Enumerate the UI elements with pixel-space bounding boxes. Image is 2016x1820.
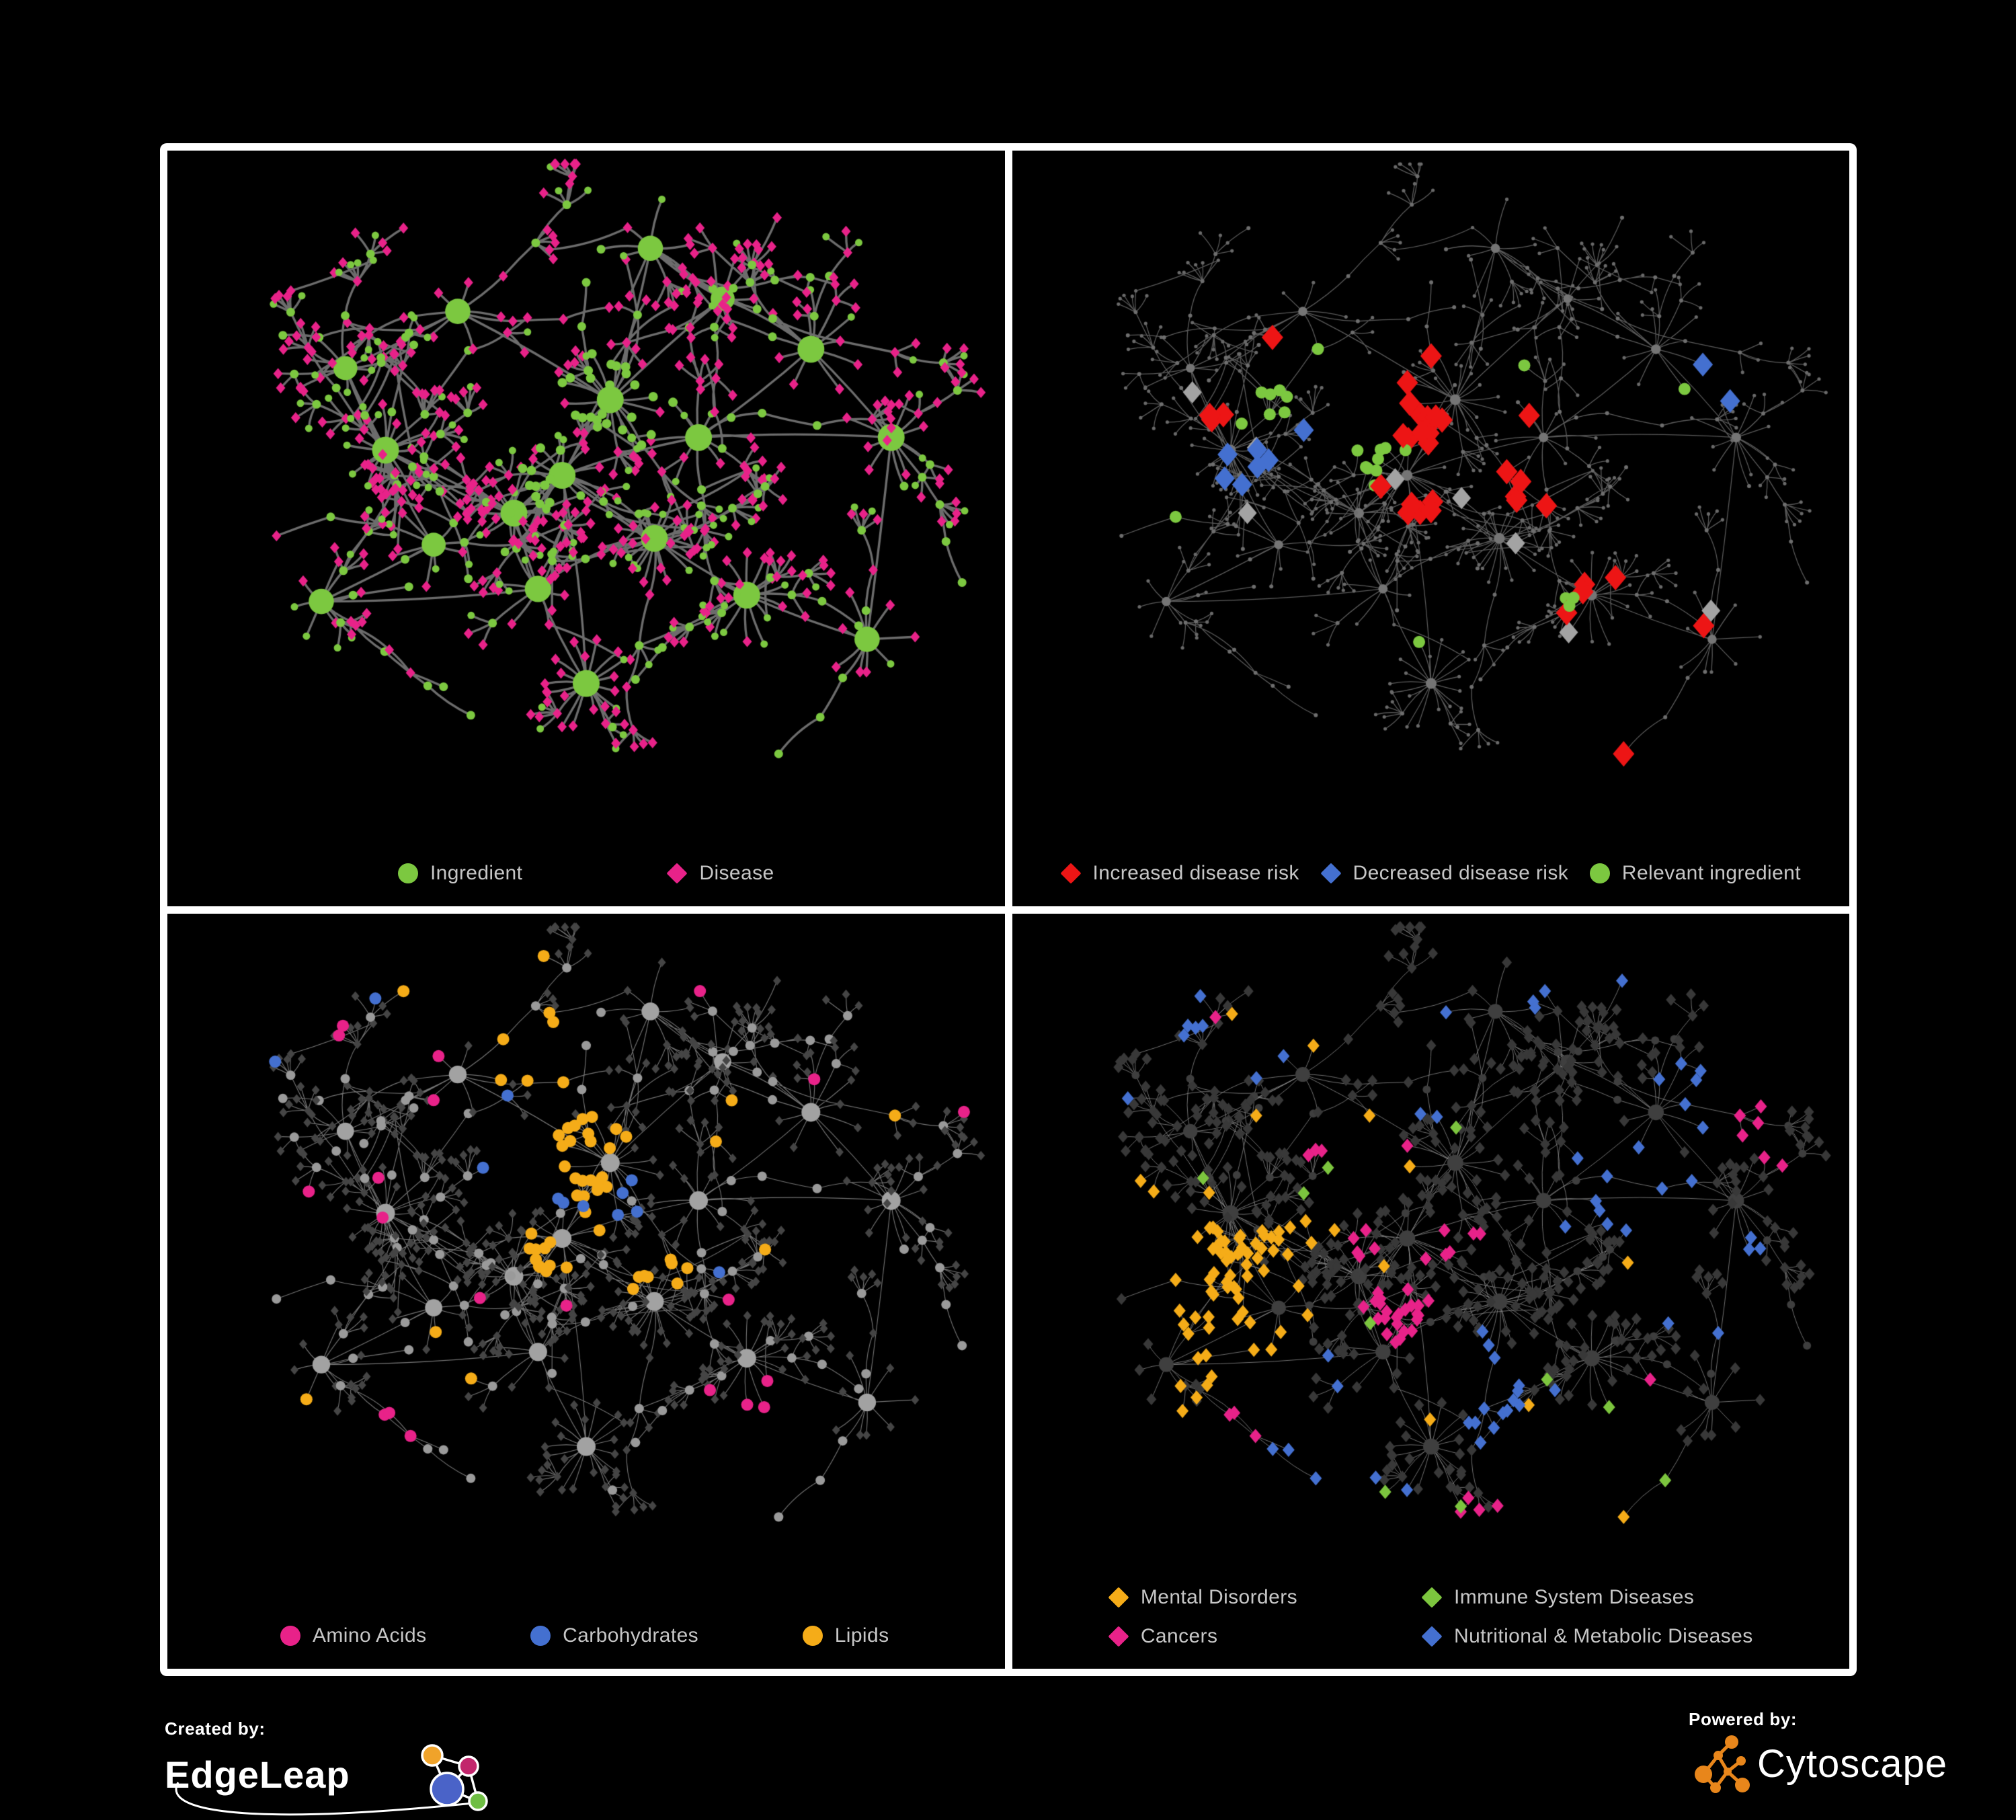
- legend-item-cancers: Cancers: [1108, 1625, 1218, 1647]
- panel-disease-categories: Mental Disorders Immune System Diseases …: [1012, 913, 1850, 1669]
- panel-nutrient-classes: Amino Acids Carbohydrates Lipids: [167, 913, 1005, 1669]
- increased-risk-marker-icon: [1059, 862, 1082, 884]
- legend-item-lipids: Lipids: [802, 1624, 889, 1647]
- edgeleap-network-icon: [175, 1744, 488, 1816]
- legend-label-immune-system-diseases: Immune System Diseases: [1454, 1586, 1695, 1608]
- legend-item-carbohydrates: Carbohydrates: [530, 1624, 699, 1647]
- powered-by-block: Powered by:: [1689, 1709, 1947, 1794]
- cancers-marker-icon: [1108, 1626, 1129, 1647]
- legend-label-decreased-risk: Decreased disease risk: [1353, 861, 1569, 884]
- panel-ingredient-disease: Ingredient Disease: [167, 151, 1005, 906]
- legend-item-amino-acids: Amino Acids: [280, 1624, 427, 1647]
- legend-ingredient-disease: Ingredient Disease: [167, 861, 1005, 884]
- legend-label-lipids: Lipids: [834, 1624, 889, 1647]
- legend-item-decreased-risk: Decreased disease risk: [1320, 861, 1569, 884]
- edgeleap-logo: EdgeLeap: [165, 1741, 514, 1820]
- legend-label-relevant-ingredient: Relevant ingredient: [1621, 861, 1801, 884]
- legend-disease-categories: Mental Disorders Immune System Diseases …: [1012, 1586, 1850, 1647]
- legend-label-amino-acids: Amino Acids: [313, 1624, 427, 1647]
- created-by-block: Created by: EdgeLeap: [165, 1718, 514, 1820]
- carbohydrates-marker-icon: [530, 1626, 551, 1646]
- immune-system-diseases-marker-icon: [1421, 1587, 1443, 1608]
- legend-disease-risk: Increased disease risk Decreased disease…: [1012, 861, 1850, 884]
- amino-acids-marker-icon: [280, 1626, 300, 1646]
- cytoscape-icon: [1695, 1735, 1750, 1793]
- network-canvas-disease-risk: [1012, 151, 1849, 906]
- decreased-risk-marker-icon: [1320, 862, 1342, 884]
- cytoscape-brand-text: Cytoscape: [1757, 1741, 1948, 1786]
- mental-disorders-marker-icon: [1108, 1587, 1129, 1608]
- legend-item-increased-risk: Increased disease risk: [1059, 861, 1299, 884]
- legend-label-increased-risk: Increased disease risk: [1092, 861, 1299, 884]
- powered-by-label: Powered by:: [1689, 1709, 1798, 1729]
- ingredient-marker-icon: [397, 863, 418, 883]
- legend-label-cancers: Cancers: [1140, 1625, 1218, 1647]
- legend-item-nutritional-metabolic-diseases: Nutritional & Metabolic Diseases: [1421, 1625, 1753, 1647]
- legend-item-relevant-ingredient: Relevant ingredient: [1589, 861, 1801, 884]
- panel-grid-frame: Ingredient Disease Increased disease ris…: [160, 143, 1857, 1676]
- network-canvas-ingredient-disease: [167, 151, 1005, 906]
- lipids-marker-icon: [802, 1626, 823, 1646]
- legend-item-disease: Disease: [666, 861, 774, 884]
- created-by-label: Created by:: [165, 1718, 266, 1739]
- nutritional-metabolic-marker-icon: [1421, 1626, 1443, 1647]
- panel-disease-risk: Increased disease risk Decreased disease…: [1012, 151, 1850, 906]
- legend-label-carbohydrates: Carbohydrates: [563, 1624, 699, 1647]
- legend-label-nutritional-metabolic-diseases: Nutritional & Metabolic Diseases: [1454, 1625, 1753, 1647]
- legend-item-immune-system-diseases: Immune System Diseases: [1421, 1586, 1695, 1608]
- legend-item-ingredient: Ingredient: [397, 861, 523, 884]
- legend-label-ingredient: Ingredient: [430, 861, 523, 884]
- edgeleap-brand-text: EdgeLeap: [165, 1753, 350, 1796]
- network-canvas-nutrient-classes: [167, 913, 1005, 1669]
- legend-item-mental-disorders: Mental Disorders: [1108, 1586, 1297, 1608]
- legend-label-mental-disorders: Mental Disorders: [1140, 1586, 1297, 1608]
- network-canvas-disease-categories: [1012, 913, 1849, 1669]
- relevant-ingredient-marker-icon: [1589, 863, 1610, 883]
- legend-label-disease: Disease: [699, 861, 774, 884]
- disease-marker-icon: [666, 862, 688, 884]
- legend-nutrient-classes: Amino Acids Carbohydrates Lipids: [167, 1624, 1005, 1647]
